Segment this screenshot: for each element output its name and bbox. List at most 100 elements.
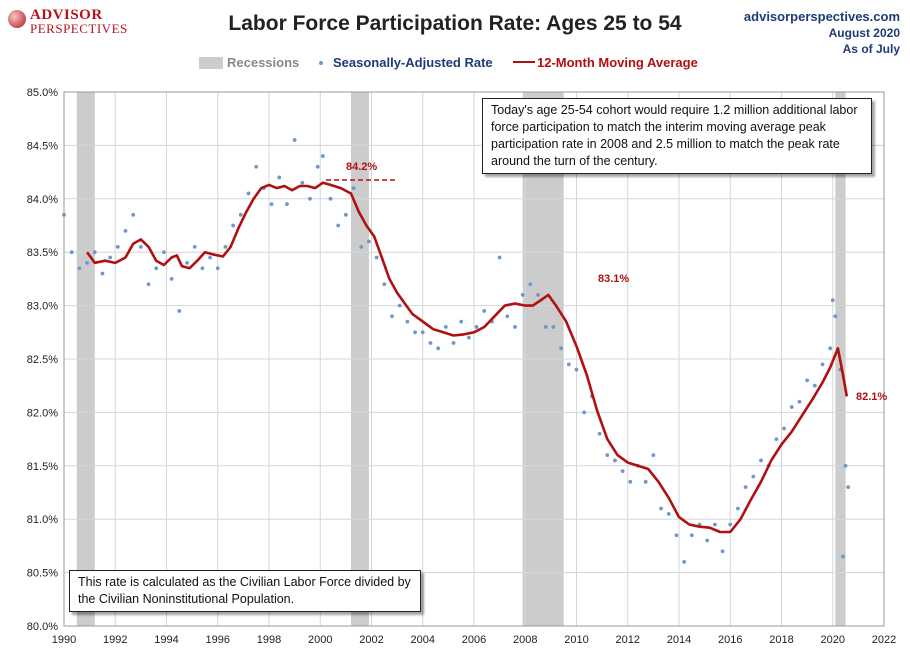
scatter-point — [315, 164, 320, 169]
source-date: August 2020 — [828, 26, 900, 40]
scatter-point — [208, 255, 212, 260]
y-tick-label: 82.0% — [27, 407, 58, 419]
scatter-point — [382, 282, 387, 287]
scatter-point — [428, 341, 433, 345]
y-tick-label: 80.5% — [27, 568, 58, 580]
scatter-point — [820, 362, 825, 367]
source-asof: As of July — [842, 42, 900, 56]
scatter-point — [146, 282, 151, 287]
scatter-point — [308, 196, 312, 201]
scatter-point — [846, 485, 851, 490]
scatter-point — [100, 271, 105, 276]
scatter-point — [459, 319, 464, 324]
scatter-point — [77, 266, 82, 271]
x-tick-label: 1998 — [257, 634, 281, 646]
scatter-point — [797, 399, 802, 404]
y-tick-label: 80.0% — [27, 621, 58, 633]
scatter-point — [751, 474, 756, 479]
scatter-point — [705, 538, 710, 543]
scatter-point — [659, 506, 663, 511]
scatter-point — [833, 314, 838, 319]
scatter-point — [397, 303, 402, 308]
plot-area-border — [63, 91, 885, 627]
scatter-point — [674, 533, 679, 538]
logo-line2: PERSPECTIVES — [30, 21, 128, 36]
scatter-point — [192, 244, 197, 249]
scatter-point — [131, 212, 136, 217]
scatter-point — [238, 212, 243, 217]
scatter-point — [651, 453, 656, 458]
scatter-point — [285, 202, 289, 207]
scatter-point — [351, 186, 356, 191]
scatter-point — [505, 314, 510, 319]
x-tick-label: 2014 — [667, 634, 691, 646]
scatter-point — [85, 260, 89, 265]
logo-mark — [8, 10, 26, 28]
legend-moving-avg-label: 12-Month Moving Average — [537, 55, 698, 70]
scatter-point — [405, 319, 410, 324]
x-tick-label: 2000 — [308, 634, 332, 646]
y-tick-label: 81.5% — [27, 461, 58, 473]
scatter-point — [628, 479, 633, 484]
scatter-point — [774, 437, 779, 441]
scatter-point — [169, 277, 174, 281]
legend-recessions: Recessions — [199, 54, 299, 72]
scatter-point — [520, 293, 525, 297]
latest-label: 82.1% — [856, 391, 887, 403]
scatter-point — [92, 250, 97, 255]
scatter-point — [720, 549, 725, 554]
scatter-point — [254, 164, 259, 169]
scatter-point — [566, 362, 571, 367]
line-swatch — [513, 61, 535, 63]
scatter-point — [689, 533, 694, 538]
scatter-point — [69, 250, 74, 255]
scatter-point — [108, 255, 113, 260]
x-tick-label: 1990 — [52, 634, 76, 646]
y-tick-label: 85.0% — [27, 87, 58, 99]
scatter-point — [154, 266, 159, 271]
logo-line1: ADVISOR — [30, 7, 103, 23]
x-tick-label: 2020 — [821, 634, 845, 646]
scatter-point — [200, 266, 205, 271]
legend-seasonal: Seasonally-Adjusted Rate — [319, 54, 493, 72]
x-tick-label: 2004 — [411, 634, 435, 646]
source-site: advisorperspectives.com — [743, 9, 900, 24]
scatter-point — [613, 458, 617, 463]
scatter-point — [812, 383, 817, 388]
note-top: Today's age 25-54 cohort would require 1… — [482, 98, 872, 174]
scatter-point — [843, 463, 848, 468]
note-bottom-text: This rate is calculated as the Civilian … — [78, 575, 411, 606]
scatter-point — [367, 239, 371, 244]
scatter-point — [828, 346, 833, 351]
scatter-point — [759, 458, 763, 463]
scatter-point — [620, 469, 625, 474]
scatter-point — [551, 325, 556, 329]
x-tick-label: 2002 — [359, 634, 383, 646]
scatter-point — [115, 244, 120, 249]
logo: ADVISOR PERSPECTIVES — [8, 8, 128, 35]
scatter-point — [728, 522, 733, 527]
scatter-point — [138, 244, 143, 249]
scatter-point — [436, 346, 441, 351]
y-tick-label: 83.0% — [27, 301, 58, 313]
scatter-point — [789, 405, 794, 409]
y-tick-label: 82.5% — [27, 354, 58, 366]
note-top-text: Today's age 25-54 cohort would require 1… — [491, 103, 858, 168]
scatter-point — [736, 506, 740, 511]
chart-title: Labor Force Participation Rate: Ages 25 … — [228, 12, 682, 35]
scatter-point — [482, 309, 487, 313]
x-tick-label: 2012 — [616, 634, 640, 646]
scatter-point — [528, 282, 533, 287]
scatter-point — [443, 325, 448, 329]
scatter-point — [574, 367, 579, 372]
scatter-point — [328, 196, 333, 201]
x-tick-label: 2022 — [872, 634, 896, 646]
scatter-point — [269, 202, 274, 207]
scatter-point — [605, 453, 610, 458]
recession-swatch — [199, 57, 223, 69]
scatter-point — [513, 325, 517, 329]
y-tick-label: 83.5% — [27, 247, 58, 259]
y-tick-label: 84.0% — [27, 194, 58, 206]
scatter-swatch — [319, 61, 323, 65]
